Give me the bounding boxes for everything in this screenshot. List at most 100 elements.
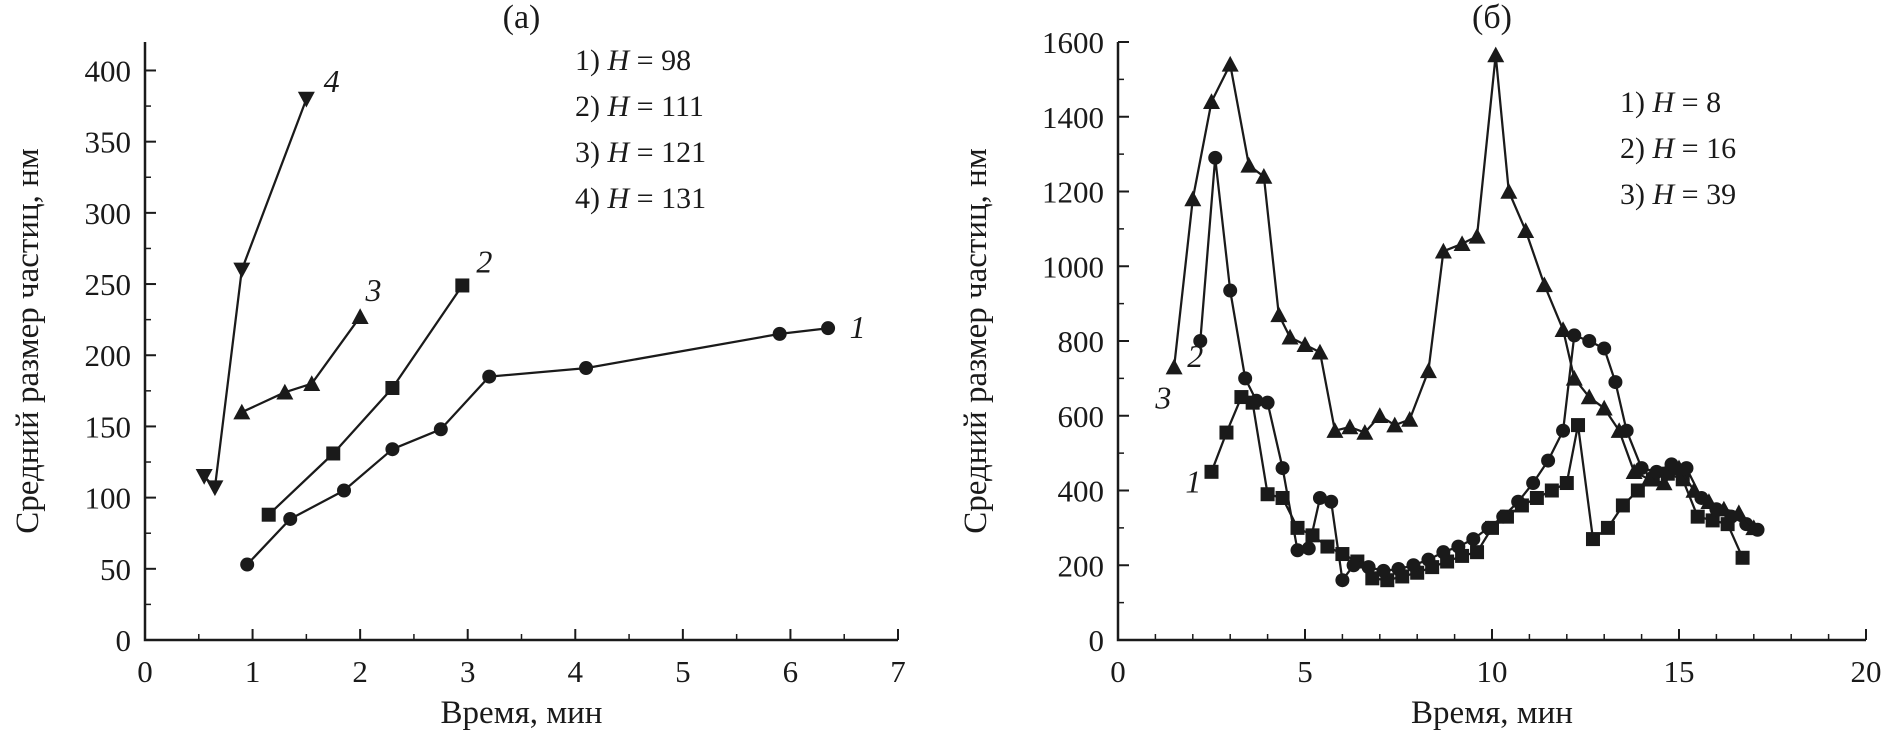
- y-axis-label: Средний размер частиц, нм: [10, 148, 46, 534]
- square-marker: [326, 446, 341, 461]
- y-tick-label: 350: [85, 125, 132, 160]
- circle-marker: [1406, 558, 1421, 573]
- y-tick-label: 0: [1089, 623, 1105, 658]
- circle-marker: [1608, 375, 1623, 390]
- triangle-up-marker: [1311, 343, 1329, 360]
- y-tick-label: 400: [85, 53, 132, 88]
- series-line: [203, 98, 308, 489]
- circle-marker: [1238, 371, 1253, 386]
- x-axis-label: Время, мин: [1411, 695, 1573, 731]
- x-tick-label: 5: [1297, 654, 1313, 689]
- triangle-up-marker: [1341, 418, 1359, 435]
- triangle-up-marker: [1221, 55, 1239, 72]
- y-tick-label: 1400: [1042, 100, 1104, 135]
- legend-item: 3) H = 39: [1620, 178, 1736, 211]
- square-marker: [1470, 545, 1485, 560]
- square-marker: [1585, 532, 1600, 547]
- triangle-up-marker: [1240, 156, 1258, 173]
- triangle-up-marker: [1434, 242, 1452, 259]
- square-marker: [1234, 390, 1249, 405]
- legend-item: 3) H = 121: [575, 136, 706, 169]
- triangle-up-marker: [1670, 459, 1688, 476]
- series-number-label: 1: [1185, 463, 1201, 499]
- square-marker: [1320, 539, 1335, 554]
- triangle-up-marker: [233, 403, 251, 420]
- series-number-label: 3: [365, 272, 382, 308]
- square-marker: [455, 278, 470, 293]
- circle-marker: [283, 511, 298, 526]
- triangle-down-marker: [195, 469, 213, 485]
- circle-marker: [1556, 423, 1571, 438]
- square-marker: [1275, 490, 1290, 505]
- circle-marker: [1208, 150, 1223, 165]
- y-tick-label: 0: [116, 623, 132, 658]
- series-3: [1165, 46, 1763, 536]
- legend-item: 1) H = 8: [1620, 86, 1721, 119]
- y-tick-label: 1000: [1042, 249, 1104, 284]
- triangle-up-marker: [1640, 470, 1658, 487]
- series-number-label: 2: [476, 244, 492, 280]
- square-marker: [1219, 425, 1234, 440]
- triangle-down-marker: [206, 480, 224, 497]
- square-marker: [1675, 472, 1690, 487]
- circle-marker: [821, 321, 836, 336]
- legend-item: 4) H = 131: [575, 182, 706, 215]
- triangle-up-marker: [1610, 422, 1628, 438]
- triangle-up-marker: [1554, 321, 1572, 338]
- panel-b: (б) 0 5 10 15 20 0 200 400 600 800 1000 1200 1400 1600…: [948, 0, 1896, 737]
- series-number-label: 3: [1154, 379, 1171, 415]
- circle-marker: [1496, 509, 1511, 524]
- series-number-label: 1: [850, 309, 866, 345]
- triangle-up-marker: [1715, 500, 1733, 517]
- circle-marker: [1260, 395, 1275, 410]
- x-tick-label: 0: [137, 654, 153, 689]
- circle-marker: [1649, 464, 1664, 479]
- y-tick-label: 50: [100, 552, 131, 587]
- circle-marker: [1249, 393, 1264, 408]
- triangle-up-marker: [1386, 416, 1404, 433]
- y-tick-label: 400: [1058, 474, 1105, 509]
- triangle-up-marker: [351, 308, 369, 325]
- series-1: [240, 321, 836, 572]
- series-line: [246, 327, 829, 566]
- circle-marker: [482, 369, 497, 384]
- axis-lines: [143, 42, 898, 642]
- circle-marker: [1361, 560, 1376, 575]
- legend-item: 2) H = 111: [575, 90, 704, 123]
- circle-marker: [1312, 490, 1327, 505]
- legend-item: 1) H = 98: [575, 44, 691, 77]
- triangle-down-marker: [297, 91, 315, 108]
- triangle-up-marker: [1184, 190, 1202, 207]
- square-marker: [1204, 464, 1219, 479]
- circle-marker: [1481, 520, 1496, 535]
- square-marker: [1260, 487, 1275, 502]
- triangle-up-marker: [1296, 336, 1314, 352]
- series-2: [261, 278, 470, 522]
- circle-marker: [1582, 334, 1597, 348]
- panel-title: (а): [503, 0, 541, 36]
- triangle-up-marker: [1565, 369, 1583, 386]
- y-tick-label: 150: [85, 409, 132, 444]
- chart-a-canvas: (а) 0 1 2 3 4 5 6 7 0 50 100 150 200 250 300 350 400 Время…: [10, 0, 906, 731]
- circle-marker: [1275, 461, 1290, 476]
- series-3: [233, 308, 369, 420]
- x-tick-label: 10: [1477, 654, 1508, 689]
- circle-marker: [1324, 494, 1339, 509]
- triangle-up-marker: [1468, 227, 1486, 244]
- y-axis-label: Средний размер частиц, нм: [958, 148, 994, 534]
- triangle-up-marker: [1203, 93, 1220, 110]
- square-marker: [385, 380, 400, 395]
- circle-marker: [1541, 453, 1556, 468]
- triangle-up-marker: [1401, 410, 1419, 427]
- triangle-up-marker: [1730, 504, 1748, 521]
- series-line: [241, 316, 362, 414]
- triangle-up-marker: [303, 375, 321, 391]
- circle-marker: [1597, 341, 1612, 356]
- circle-marker: [1290, 543, 1305, 558]
- circle-marker: [1376, 563, 1391, 578]
- circle-marker: [1511, 494, 1526, 509]
- triangle-up-marker: [276, 383, 294, 400]
- circle-marker: [433, 422, 448, 437]
- circle-marker: [579, 361, 594, 376]
